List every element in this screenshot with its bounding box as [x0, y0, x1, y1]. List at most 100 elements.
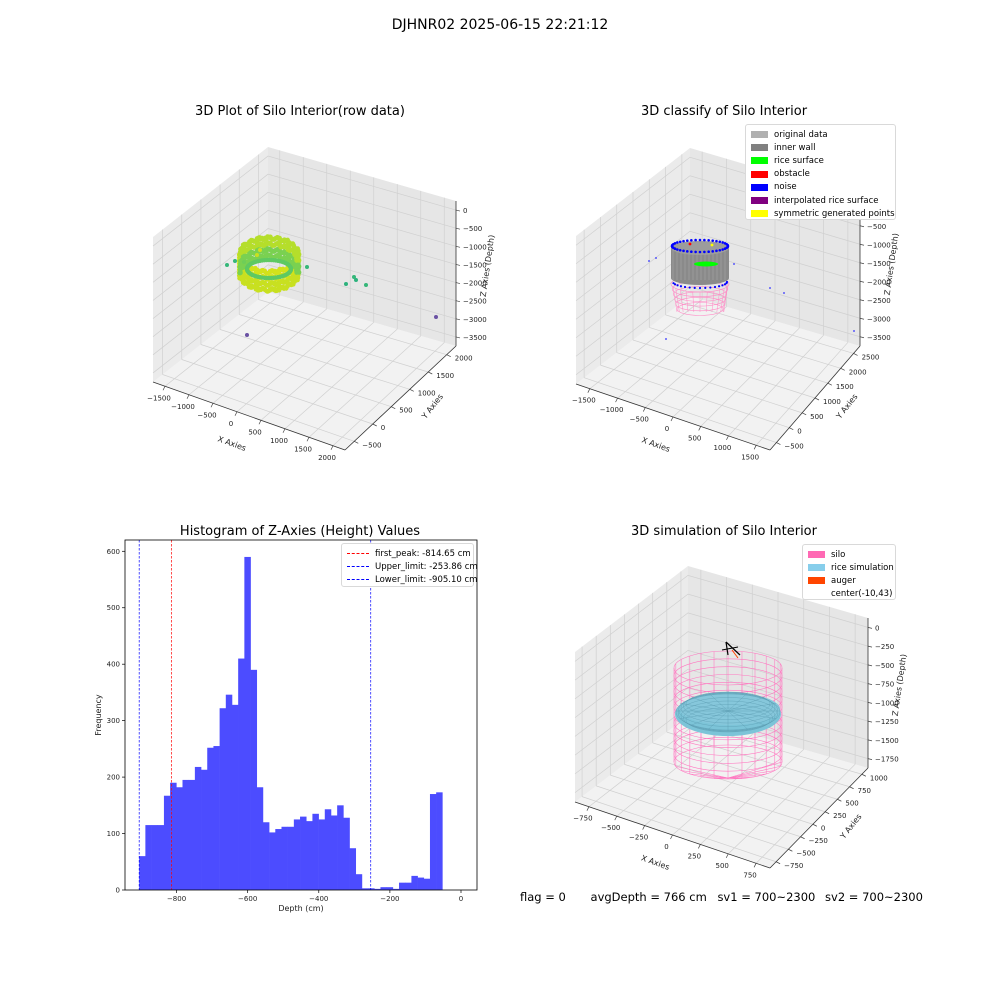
p1-point — [250, 272, 255, 278]
p4-rice-mesh — [707, 710, 729, 730]
p1-point — [243, 274, 249, 280]
p1-point — [251, 278, 257, 284]
p1-point — [258, 275, 264, 281]
p2-noise-point — [703, 238, 706, 242]
p1-point — [257, 258, 263, 263]
p1-point — [238, 258, 243, 264]
p2-ztick — [859, 225, 865, 228]
p2-inner-wall-bottom — [671, 271, 729, 285]
p4-x-axis-line — [574, 801, 771, 869]
p4-zgrid — [574, 687, 869, 775]
histogram-y-tick-label: 0 — [116, 887, 120, 895]
p1-point — [249, 237, 254, 243]
p1-point — [290, 241, 296, 247]
p1-point — [295, 254, 301, 260]
p1-point — [278, 244, 284, 250]
p2-xgrid — [589, 299, 703, 389]
p1-point — [288, 264, 293, 270]
p1-point — [271, 269, 277, 275]
p2-noise-point — [853, 330, 855, 332]
p1-point — [238, 263, 243, 268]
p1-point — [244, 265, 250, 271]
p1-point — [267, 276, 273, 281]
p1-point — [296, 266, 301, 272]
histogram-bar — [201, 769, 208, 890]
p2-noise-point — [725, 242, 728, 246]
histogram-bar — [151, 825, 159, 890]
p1-point — [256, 241, 262, 246]
p1-y-tick-label: 0 — [381, 424, 385, 432]
p1-point — [288, 248, 293, 253]
histogram-y-tick-label: 300 — [107, 717, 120, 725]
p4-ytick — [837, 798, 842, 802]
p1-point — [236, 252, 242, 258]
p1-point — [295, 263, 301, 269]
p1-point — [280, 284, 286, 290]
p1-point — [260, 279, 265, 285]
p1-point — [246, 260, 251, 266]
p1-point — [278, 256, 284, 262]
p1-point — [294, 252, 299, 257]
p1-point — [238, 253, 244, 259]
legend-label: inner wall — [774, 142, 816, 153]
p1-point — [269, 257, 274, 263]
p2-x-axis-label: X Axies — [640, 435, 671, 454]
histogram-bar — [355, 874, 363, 890]
histogram-bar — [380, 887, 387, 890]
p1-point — [295, 272, 301, 278]
p1-point — [237, 257, 243, 263]
p1-point — [281, 257, 287, 262]
p1-point — [237, 261, 243, 267]
p4-xgrid — [616, 726, 727, 817]
p1-point — [260, 273, 265, 279]
p2-left-pane — [576, 148, 690, 384]
p1-point — [238, 264, 243, 269]
p1-point — [242, 281, 247, 286]
p4-silo-cone — [681, 770, 729, 779]
p1-point — [247, 239, 252, 244]
p1-point — [273, 270, 279, 276]
p2-y-axis-line — [769, 345, 861, 451]
p2-ytick — [801, 412, 807, 416]
p1-point — [240, 254, 246, 260]
p1-point — [288, 282, 294, 288]
p1-point — [281, 280, 287, 285]
p1-point — [247, 283, 252, 289]
p1-point — [262, 249, 267, 254]
p1-point — [242, 269, 248, 274]
p1-point — [273, 276, 279, 282]
p2-xtick — [615, 397, 618, 403]
p1-point — [254, 248, 260, 253]
p1-point — [289, 274, 295, 280]
p2-noise-point — [698, 286, 702, 290]
p4-silo-ring — [673, 705, 783, 741]
p4-silo-cone — [727, 770, 775, 779]
p2-noise-point — [694, 238, 697, 242]
legend-swatch — [808, 577, 825, 585]
p1-point — [249, 273, 254, 278]
p1-point — [296, 258, 302, 263]
p1-point — [240, 247, 246, 252]
p1-point — [265, 282, 271, 288]
histogram-bar — [337, 805, 344, 890]
p1-point — [292, 261, 297, 266]
p1-outlier-point — [233, 259, 237, 263]
p4-y-axis-line — [769, 767, 869, 869]
p1-x-tick-label: 1000 — [270, 437, 288, 445]
p1-point — [275, 235, 280, 240]
histogram-bar — [343, 817, 350, 890]
p1-point — [292, 250, 297, 256]
p1-point — [294, 271, 300, 276]
p1-point — [265, 271, 270, 276]
p2-mesh-line — [675, 287, 680, 313]
p2-z-tick-label: −3000 — [867, 315, 891, 323]
p1-point — [262, 268, 267, 274]
p1-point — [285, 282, 291, 288]
p1-point — [279, 267, 285, 272]
p1-point — [251, 284, 256, 290]
p1-point — [272, 242, 278, 248]
histogram-bar — [145, 825, 152, 890]
p1-point — [287, 242, 292, 247]
p1-point — [251, 250, 256, 256]
p1-point — [262, 235, 268, 241]
